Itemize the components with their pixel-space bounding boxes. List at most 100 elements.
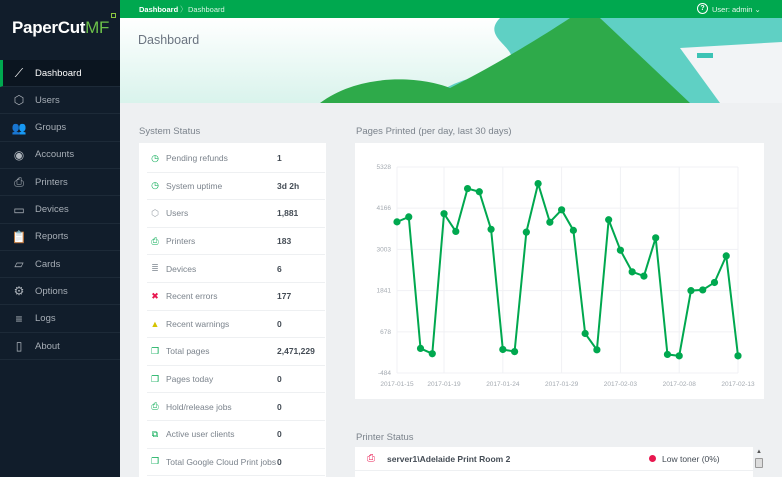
- printer-status-row[interactable]: ⎙ server1\Adelaide Print Room 2 Low tone…: [355, 447, 753, 471]
- sidebar-item-accounts[interactable]: ◉ Accounts: [0, 142, 120, 169]
- sidebar-item-label: Logs: [35, 313, 56, 325]
- help-icon[interactable]: ?: [697, 3, 708, 14]
- y-tick-label: 678: [380, 329, 391, 336]
- data-point: [440, 210, 448, 218]
- status-value: 2,471,229: [277, 346, 315, 357]
- user-menu[interactable]: User: admin ⌄: [712, 5, 761, 14]
- data-point: [522, 228, 530, 236]
- status-label: Printers: [166, 236, 196, 247]
- chart-title: Pages Printed (per day, last 30 days): [356, 126, 512, 137]
- status-value: 0: [277, 318, 282, 329]
- database-icon: ≣: [151, 263, 159, 274]
- status-value: 1,881: [277, 208, 299, 219]
- sidebar-item-reports[interactable]: 📋 Reports: [0, 224, 120, 251]
- system-status-card: ◷ Pending refunds 1 ◷ System uptime 3d 2h ⬡ Use…: [139, 143, 326, 477]
- sidebar-item-printers[interactable]: ⎙ Printers: [0, 169, 120, 197]
- groups-icon: 👥: [11, 120, 27, 135]
- status-row: ❐ Total Google Cloud Print jobs 0: [147, 449, 325, 477]
- sidebar-item-users[interactable]: ⬡ Users: [0, 87, 120, 115]
- logo-text: PaperCut: [12, 18, 86, 37]
- y-tick-label: 1841: [377, 288, 392, 295]
- data-point: [499, 345, 507, 354]
- data-point: [558, 206, 566, 214]
- sidebar-item-options[interactable]: ⚙ Options: [0, 278, 120, 306]
- data-point: [452, 227, 460, 236]
- status-label: System uptime: [166, 180, 223, 191]
- sidebar-item-dashboard[interactable]: ⟋ Dashboard: [0, 60, 120, 87]
- status-row: ⎙ Hold/release jobs 0: [147, 393, 325, 421]
- sidebar-item-label: Accounts: [35, 149, 75, 161]
- y-tick-label: 5328: [377, 164, 392, 171]
- data-point: [463, 184, 472, 193]
- printer-status-card: ⎙ server1\Adelaide Print Room 2 Low tone…: [355, 447, 753, 477]
- page-title: Dashboard: [138, 33, 200, 47]
- data-point: [675, 352, 683, 360]
- status-row: ❐ Pages today 0: [147, 366, 325, 394]
- printer-icon: ⎙: [151, 235, 159, 246]
- data-point: [616, 246, 625, 254]
- status-value: 1: [277, 153, 282, 164]
- scroll-up-icon[interactable]: ▲: [756, 449, 762, 455]
- data-point: [393, 218, 401, 226]
- sidebar-item-label: Printers: [35, 176, 68, 188]
- sidebar-item-label: Users: [35, 94, 60, 106]
- pages-icon: ❐: [150, 345, 160, 356]
- sidebar: PaperCutMF ⟋ Dashboard ⬡ Users 👥 Groups ◉ Accou…: [0, 0, 120, 477]
- sidebar-item-about[interactable]: ▯ About: [0, 333, 120, 360]
- x-tick-label: 2017-02-03: [604, 381, 638, 388]
- user-shield-icon: ⬡: [13, 93, 25, 108]
- status-row: ⬡ Users 1,881: [147, 200, 325, 228]
- data-point: [475, 188, 483, 196]
- sidebar-item-groups[interactable]: 👥 Groups: [0, 115, 120, 142]
- data-point: [722, 252, 730, 260]
- status-row: ▲ Recent warnings 0: [147, 311, 325, 339]
- gear-icon: ⚙: [13, 284, 25, 299]
- x-tick-label: 2017-01-15: [380, 381, 414, 388]
- status-label: Total Google Cloud Print jobs: [166, 456, 277, 467]
- printer-icon: ⎙: [14, 174, 24, 189]
- sidebar-item-label: Devices: [35, 204, 69, 215]
- sidebar-item-label: Reports: [35, 231, 69, 243]
- printer-name[interactable]: server1\Adelaide Print Room 2: [387, 453, 511, 464]
- printer-status-title: Printer Status: [356, 432, 414, 443]
- status-value: 183: [277, 236, 292, 247]
- logo-mark-icon: [111, 13, 117, 18]
- status-label: Hold/release jobs: [166, 401, 232, 412]
- status-value: 0: [277, 456, 282, 467]
- data-point: [510, 347, 519, 356]
- printer-status-text: Low toner (0%): [662, 453, 720, 464]
- status-row: ⧉ Active user clients 0: [147, 421, 325, 449]
- device-icon: ▭: [13, 202, 25, 217]
- header-banner: Dashboard: [120, 18, 782, 103]
- status-value: 0: [277, 429, 282, 440]
- sidebar-item-label: Dashboard: [35, 67, 82, 79]
- clock-icon: ◷: [151, 152, 159, 163]
- banner-illustration: [320, 18, 782, 103]
- status-row: ✖ Recent errors 177: [147, 283, 325, 311]
- warning-icon: ▲: [150, 318, 160, 329]
- breadcrumb-item[interactable]: Dashboard: [139, 5, 179, 14]
- sidebar-item-label: Cards: [35, 258, 61, 270]
- error-icon: ✖: [151, 290, 159, 301]
- sidebar-item-devices[interactable]: ▭ Devices: [0, 197, 120, 224]
- status-dot-icon: [649, 455, 656, 462]
- scrollbar-thumb[interactable]: [755, 458, 763, 468]
- papercut-logo[interactable]: PaperCutMF: [12, 13, 117, 38]
- data-point: [710, 278, 719, 287]
- sidebar-item-cards[interactable]: ▱ Cards: [0, 251, 120, 279]
- status-row: ⎙ Printers 183: [147, 228, 325, 256]
- status-label: Users: [166, 208, 189, 219]
- breadcrumb-item: Dashboard: [188, 5, 225, 14]
- pages-icon: ❐: [150, 373, 160, 384]
- book-icon: ▯: [15, 339, 23, 353]
- status-value: 3d 2h: [277, 180, 300, 191]
- scrollbar[interactable]: ▲: [754, 449, 764, 477]
- data-point: [734, 352, 742, 360]
- status-label: Devices: [166, 263, 197, 274]
- data-point: [405, 213, 413, 221]
- account-icon: ◉: [13, 147, 25, 162]
- sidebar-item-logs[interactable]: ≡ Logs: [0, 306, 120, 333]
- cards-icon: ▱: [14, 257, 24, 272]
- data-point: [593, 346, 601, 354]
- y-tick-label: -484: [378, 370, 391, 377]
